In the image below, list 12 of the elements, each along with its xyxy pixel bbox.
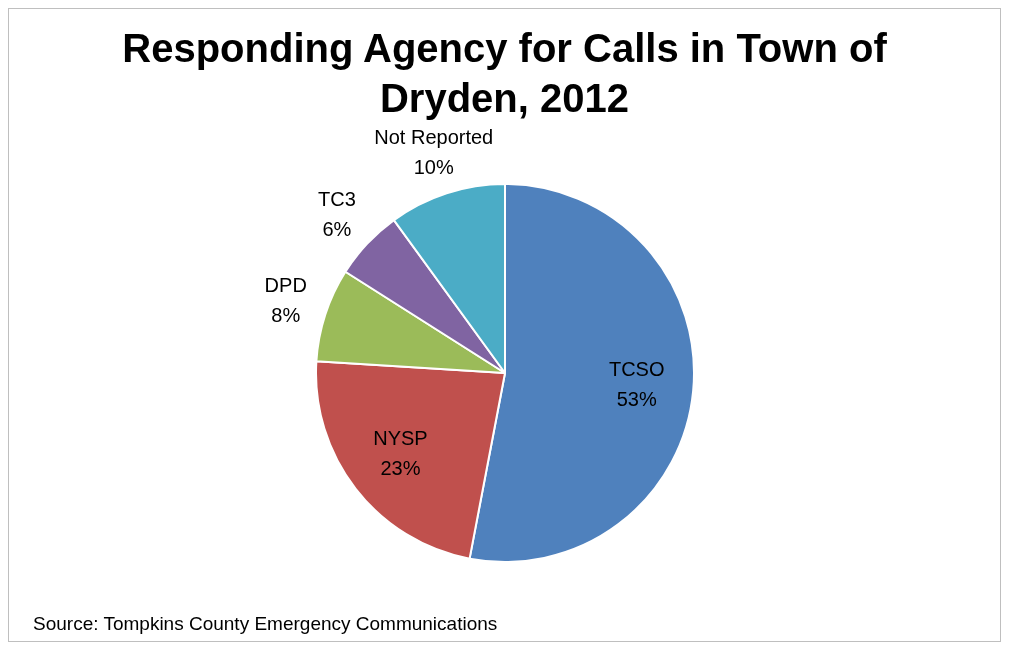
slice-label: TCSO xyxy=(608,357,664,380)
slice-label: DPD xyxy=(264,274,307,297)
data-label: 53% xyxy=(616,387,657,410)
data-label: 6% xyxy=(321,217,352,240)
slice-label: Not Reported xyxy=(373,126,493,149)
source-note: Source: Tompkins County Emergency Communications xyxy=(33,613,498,635)
slice-label: NYSP xyxy=(372,426,428,449)
chart-title: Responding Agency for Calls in Town of Dryden, 2012 xyxy=(121,25,888,122)
data-label: 10% xyxy=(413,156,454,179)
data-label: 8% xyxy=(270,304,300,327)
slice-label: TC3 xyxy=(317,187,356,210)
data-label: 23% xyxy=(379,456,421,479)
